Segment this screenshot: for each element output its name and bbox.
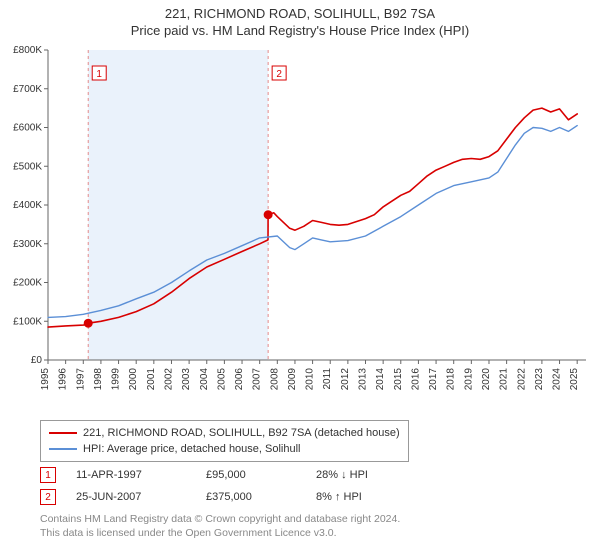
svg-text:1997: 1997 — [75, 368, 86, 391]
figure-container: 221, RICHMOND ROAD, SOLIHULL, B92 7SA Pr… — [0, 0, 600, 560]
svg-text:1996: 1996 — [58, 368, 69, 391]
event-price: £95,000 — [206, 469, 296, 481]
svg-text:2020: 2020 — [481, 368, 492, 391]
svg-text:2011: 2011 — [322, 368, 333, 390]
svg-text:£0: £0 — [31, 355, 43, 366]
event-row: 2 25-JUN-2007 £375,000 8% ↑ HPI — [40, 486, 426, 508]
event-marker: 2 — [40, 489, 56, 505]
svg-text:2005: 2005 — [216, 368, 227, 391]
footer-line: Contains HM Land Registry data © Crown c… — [40, 512, 400, 526]
svg-text:2014: 2014 — [375, 368, 386, 391]
svg-text:£700K: £700K — [13, 84, 42, 95]
svg-text:2000: 2000 — [128, 368, 139, 391]
svg-text:1: 1 — [96, 69, 102, 80]
event-delta: 28% ↓ HPI — [316, 469, 426, 481]
svg-text:2024: 2024 — [552, 368, 563, 391]
legend-label: HPI: Average price, detached house, Soli… — [83, 441, 301, 457]
svg-text:2016: 2016 — [410, 368, 421, 391]
title-address: 221, RICHMOND ROAD, SOLIHULL, B92 7SA — [0, 6, 600, 21]
legend-swatch — [49, 448, 77, 450]
svg-text:2008: 2008 — [269, 368, 280, 391]
event-num: 2 — [45, 492, 51, 503]
chart: £0 £100K £200K £300K £400K £500K £600K £700K £80… — [0, 44, 600, 414]
svg-text:2025: 2025 — [569, 368, 580, 391]
event-date: 11-APR-1997 — [76, 469, 186, 481]
svg-text:2007: 2007 — [252, 368, 263, 391]
svg-text:£400K: £400K — [13, 200, 42, 211]
event-row: 1 11-APR-1997 £95,000 28% ↓ HPI — [40, 464, 426, 486]
chart-svg: £0 £100K £200K £300K £400K £500K £600K £700K £80… — [0, 44, 600, 414]
legend-swatch — [49, 432, 77, 434]
title-subtitle: Price paid vs. HM Land Registry's House … — [0, 23, 600, 38]
svg-text:2021: 2021 — [499, 368, 510, 391]
footer: Contains HM Land Registry data © Crown c… — [40, 512, 400, 540]
footer-line: This data is licensed under the Open Gov… — [40, 526, 400, 540]
svg-text:2022: 2022 — [516, 368, 527, 391]
svg-text:2004: 2004 — [199, 368, 210, 391]
event-num: 1 — [45, 470, 51, 481]
svg-text:£800K: £800K — [13, 45, 42, 56]
svg-text:£500K: £500K — [13, 161, 42, 172]
svg-text:2015: 2015 — [393, 368, 404, 391]
svg-text:2006: 2006 — [234, 368, 245, 391]
svg-text:2001: 2001 — [146, 368, 157, 391]
svg-text:2003: 2003 — [181, 368, 192, 391]
svg-text:£100K: £100K — [13, 316, 42, 327]
event-delta: 8% ↑ HPI — [316, 491, 426, 503]
legend: 221, RICHMOND ROAD, SOLIHULL, B92 7SA (d… — [40, 420, 409, 462]
svg-text:2010: 2010 — [305, 368, 316, 391]
title-block: 221, RICHMOND ROAD, SOLIHULL, B92 7SA Pr… — [0, 0, 600, 38]
svg-text:£600K: £600K — [13, 123, 42, 134]
svg-text:1999: 1999 — [111, 368, 122, 391]
svg-text:2009: 2009 — [287, 368, 298, 391]
svg-text:£300K: £300K — [13, 239, 42, 250]
svg-text:2012: 2012 — [340, 368, 351, 391]
svg-text:2: 2 — [276, 69, 282, 80]
svg-text:2023: 2023 — [534, 368, 545, 391]
svg-text:2013: 2013 — [358, 368, 369, 391]
legend-row: HPI: Average price, detached house, Soli… — [49, 441, 400, 457]
svg-text:1995: 1995 — [40, 368, 51, 391]
event-price: £375,000 — [206, 491, 296, 503]
svg-text:£200K: £200K — [13, 278, 42, 289]
event-table: 1 11-APR-1997 £95,000 28% ↓ HPI 2 25-JUN… — [40, 464, 426, 508]
svg-text:2019: 2019 — [463, 368, 474, 391]
legend-row: 221, RICHMOND ROAD, SOLIHULL, B92 7SA (d… — [49, 425, 400, 441]
svg-text:2018: 2018 — [446, 368, 457, 391]
legend-label: 221, RICHMOND ROAD, SOLIHULL, B92 7SA (d… — [83, 425, 400, 441]
svg-text:2002: 2002 — [163, 368, 174, 391]
event-date: 25-JUN-2007 — [76, 491, 186, 503]
event-marker: 1 — [40, 467, 56, 483]
svg-text:1998: 1998 — [93, 368, 104, 391]
svg-text:2017: 2017 — [428, 368, 439, 391]
